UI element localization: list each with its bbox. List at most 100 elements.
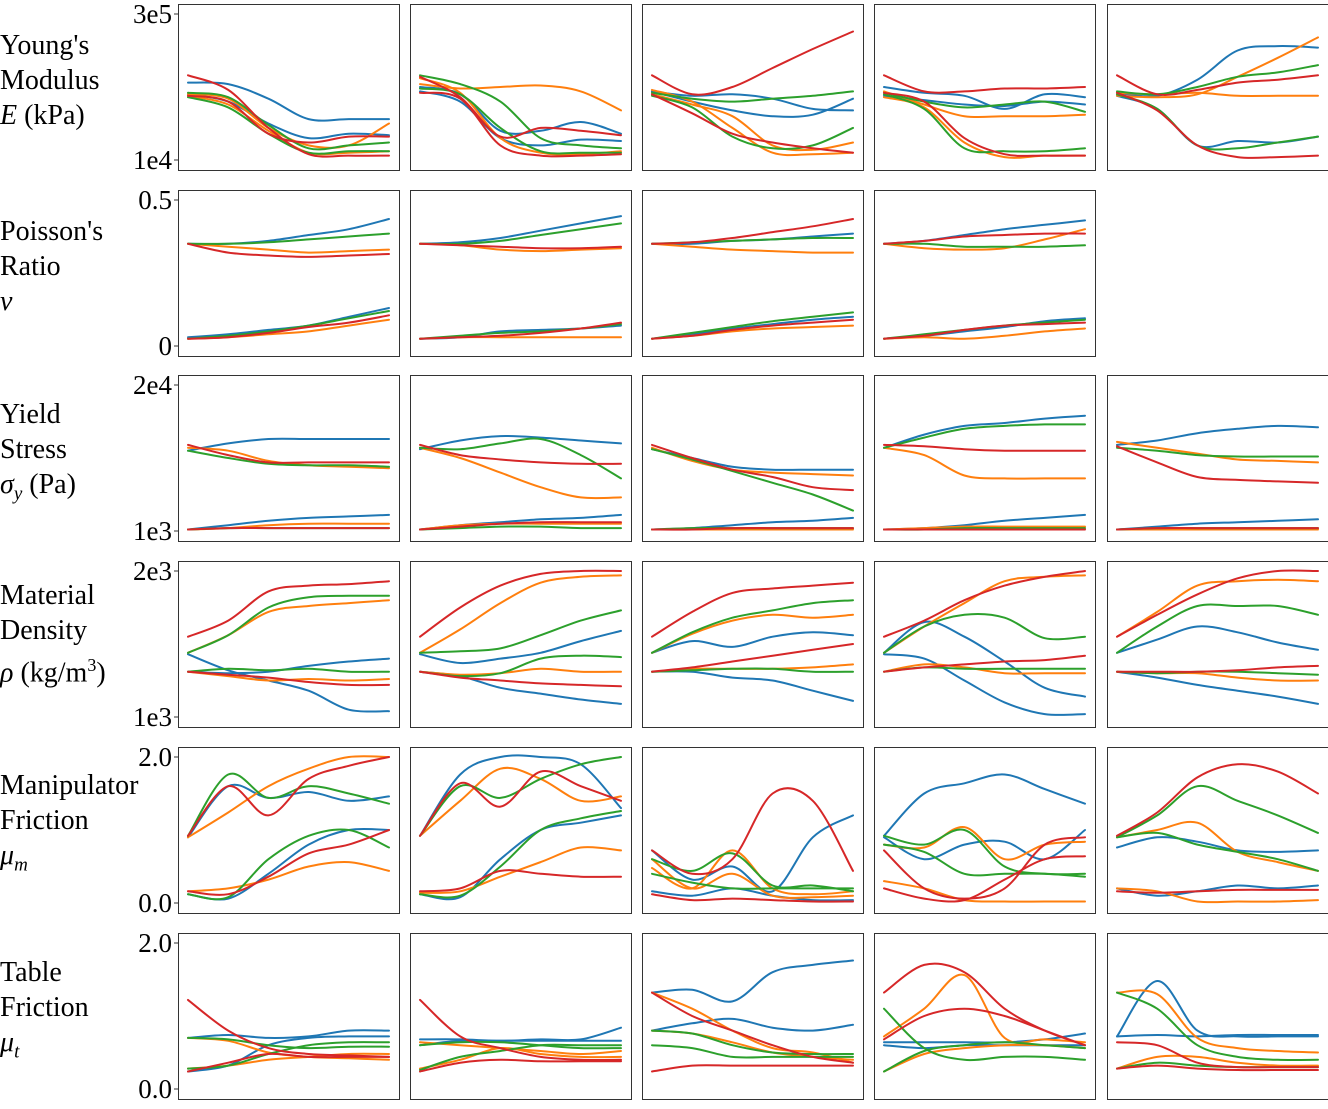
panel-frame <box>874 4 1096 171</box>
series-line-green <box>187 310 390 340</box>
series-line-blue <box>187 783 390 839</box>
series-line-red <box>419 443 622 465</box>
series-line-red <box>419 569 622 638</box>
panel-frame <box>642 4 864 171</box>
series-line-orange <box>651 242 854 254</box>
row-label-density: Material Density ρ (kg/m3) <box>0 578 150 690</box>
series-line-green <box>651 94 854 150</box>
series-line-red <box>883 570 1086 638</box>
row-label-symbol: σy (Pa) <box>0 469 76 505</box>
series-line-red <box>1116 74 1319 96</box>
series-line-orange <box>883 228 1086 251</box>
series-line-orange <box>651 991 854 1064</box>
row-label-line: Ratio <box>0 251 61 282</box>
series-line-orange <box>883 525 1086 531</box>
panel-frame <box>178 4 400 171</box>
series-line-red <box>1116 91 1319 159</box>
series-line-orange <box>883 446 1086 480</box>
series-line-green <box>187 1041 390 1070</box>
panel-youngs-3 <box>642 4 864 171</box>
series-line-blue <box>419 629 622 665</box>
series-line-green <box>419 1040 622 1050</box>
y-tick-label: 2.0 <box>138 742 172 772</box>
series-line-orange <box>883 880 1086 903</box>
series-line-green <box>651 852 854 893</box>
series-line-red <box>419 770 622 837</box>
panel-frame <box>410 4 632 171</box>
panel-yield-3 <box>642 375 864 542</box>
series-line-red <box>883 654 1086 673</box>
series-line-blue <box>1116 1033 1319 1038</box>
row-label-line: Manipulator <box>0 770 139 801</box>
series-line-green <box>419 222 622 246</box>
row-label-line: Table <box>0 957 62 988</box>
series-line-green <box>187 594 390 654</box>
panel-frame <box>410 561 632 728</box>
series-line-green <box>651 311 854 340</box>
row-label-youngs: Young's Modulus E (kPa) <box>0 28 150 133</box>
y-tick-label: 1e3 <box>133 516 172 546</box>
series-line-blue <box>187 437 390 452</box>
series-line-red <box>1116 664 1319 673</box>
series-line-red <box>1116 1041 1319 1069</box>
series-line-red <box>1116 445 1319 484</box>
y-tick-label: 0 <box>159 331 173 361</box>
series-line-red <box>1116 569 1319 638</box>
series-line-green <box>1116 446 1319 458</box>
series-line-orange <box>419 574 622 654</box>
row-label-symbol: μm <box>0 840 28 876</box>
series-line-orange <box>651 613 854 654</box>
row-label-line: Modulus <box>0 65 100 96</box>
series-line-red <box>187 1052 390 1073</box>
series-line-red <box>187 526 390 531</box>
series-line-red <box>419 521 622 531</box>
series-line-blue <box>883 773 1086 837</box>
series-line-orange <box>1116 989 1319 1054</box>
row-label-symbol: ρ (kg/m3) <box>0 655 106 689</box>
row-label-table: Table Friction μt <box>0 955 150 1070</box>
series-line-green <box>651 1029 854 1056</box>
panel-frame <box>410 190 632 357</box>
series-line-green <box>883 242 1086 248</box>
series-line-green <box>883 828 1086 876</box>
series-line-red <box>883 321 1086 340</box>
series-line-green <box>187 96 390 155</box>
series-line-blue <box>651 887 854 902</box>
row-label-line: Poisson's <box>0 216 104 247</box>
panel-frame <box>642 190 864 357</box>
series-line-green <box>419 74 622 150</box>
series-line-red <box>1116 526 1319 531</box>
series-line-green <box>651 599 854 654</box>
panel-table-2 <box>410 933 632 1100</box>
series-line-blue <box>419 434 622 451</box>
series-line-red <box>419 998 622 1062</box>
series-line-blue <box>1116 424 1319 446</box>
series-line-green <box>1116 93 1319 151</box>
panel-poisson-4 <box>874 190 1096 357</box>
series-line-orange <box>187 755 390 839</box>
panel-manip-4 <box>874 747 1096 914</box>
series-line-orange <box>651 446 854 477</box>
row-label-line: Density <box>0 615 88 646</box>
series-line-red <box>419 869 622 893</box>
y-tick-label: 0.0 <box>138 1074 172 1104</box>
series-line-red <box>1116 1064 1319 1072</box>
series-line-green <box>883 613 1086 654</box>
series-line-blue <box>883 219 1086 245</box>
panel-yield-1 <box>178 375 400 542</box>
panel-yield-5 <box>1107 375 1328 542</box>
panel-frame <box>178 561 400 728</box>
row-label-manip: Manipulator Friction μm <box>0 768 150 883</box>
panel-frame <box>642 747 864 914</box>
panel-poisson-2 <box>410 190 632 357</box>
series-line-green <box>883 843 1086 878</box>
panel-frame <box>410 375 632 542</box>
series-line-red <box>187 670 390 687</box>
series-line-green <box>651 90 854 103</box>
series-line-green <box>419 437 622 480</box>
panel-density-3 <box>642 561 864 728</box>
panel-youngs-5 <box>1107 4 1328 171</box>
panel-density-5 <box>1107 561 1328 728</box>
series-line-orange <box>419 446 622 500</box>
series-line-green <box>419 525 622 531</box>
